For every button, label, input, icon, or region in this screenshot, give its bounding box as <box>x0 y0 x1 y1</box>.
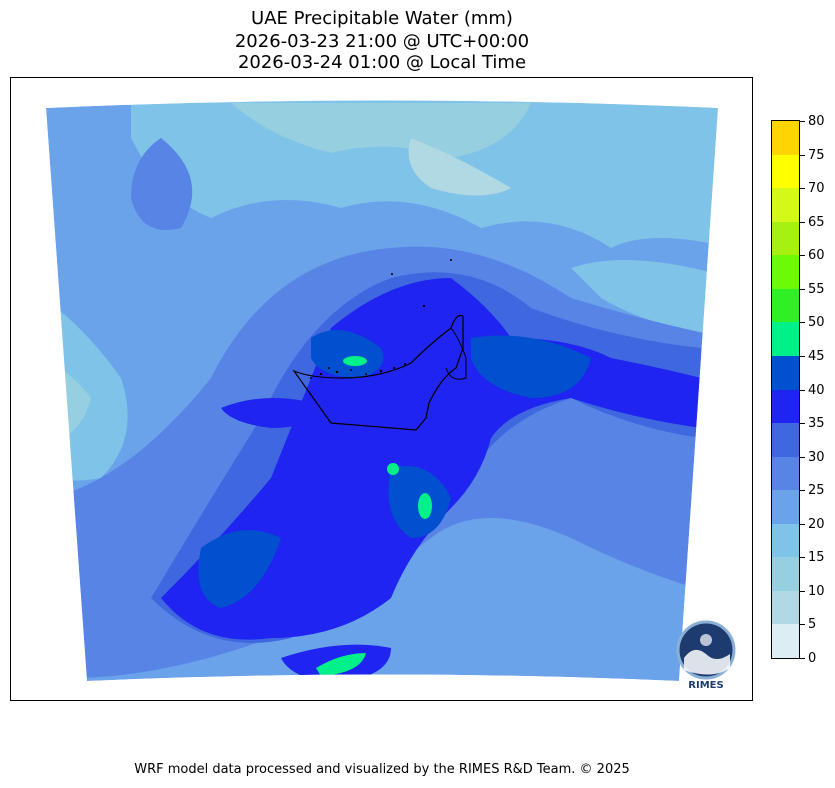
uae-coastline-east <box>445 327 467 380</box>
colorbar-tick <box>800 121 805 122</box>
colorbar-segment <box>772 121 799 155</box>
contour-field <box>46 100 718 681</box>
colorbar-tick <box>800 523 805 525</box>
colorbar-segment <box>772 221 799 256</box>
map-frame <box>10 77 753 701</box>
field-10-15-north <box>231 103 531 158</box>
colorbar-segment <box>772 288 799 323</box>
field-45-50-south <box>316 653 366 676</box>
map-title: UAE Precipitable Water (mm) <box>251 8 513 29</box>
colorbar-tick <box>800 221 805 223</box>
colorbar-segment <box>772 355 799 390</box>
field-25-30-north-patch <box>131 138 193 230</box>
colorbar-tick <box>800 624 805 626</box>
colorbar-segment <box>772 188 799 222</box>
colorbar-segment <box>772 557 799 591</box>
coastal-islands <box>310 259 452 379</box>
colorbar-tick-label: 5 <box>808 617 817 633</box>
colorbar-tick <box>800 490 805 492</box>
colorbar-tick-label: 40 <box>808 382 825 398</box>
colorbar-tick <box>800 322 805 324</box>
colorbar-tick-label: 70 <box>808 181 825 197</box>
colorbar-tick <box>800 154 805 156</box>
colorbar-tick-label: 45 <box>808 348 825 364</box>
field-40-45-a <box>311 330 384 378</box>
colorbar-tick <box>800 590 805 592</box>
colorbar-tick-label: 65 <box>808 214 825 230</box>
colorbar-tick-label: 30 <box>808 449 825 465</box>
colorbar-segment <box>772 255 799 289</box>
colorbar-segment <box>772 624 799 658</box>
colorbar-tick <box>800 255 805 257</box>
field-35-40-west-lobe <box>221 398 331 428</box>
colorbar-tick-label: 55 <box>808 281 825 297</box>
colorbar-tick <box>800 557 805 559</box>
colorbar-tick-label: 25 <box>808 483 825 499</box>
colorbar-segment <box>772 490 799 524</box>
colorbar-tick-label: 35 <box>808 416 825 432</box>
rimes-logo: RIMES <box>672 618 742 692</box>
colorbar-tick <box>800 658 805 659</box>
utc-time-subtitle: 2026-03-23 21:00 @ UTC+00:00 <box>234 31 530 52</box>
field-40-45-b <box>471 335 591 398</box>
field-45-50-spot-b <box>387 463 399 475</box>
colorbar-segment <box>772 456 799 491</box>
colorbar-tick <box>800 389 805 391</box>
field-45-50-spot-c <box>418 493 432 519</box>
colorbar-segment <box>772 590 799 625</box>
field-5-10-north <box>408 138 511 196</box>
uae-border <box>292 314 464 431</box>
colorbar-tick-label: 60 <box>808 248 825 264</box>
colorbar-tick-label: 80 <box>808 114 825 129</box>
colorbar-tick-label: 20 <box>808 516 825 532</box>
colorbar-tick <box>800 355 805 357</box>
colorbar-segment <box>772 154 799 189</box>
colorbar-tick-label: 0 <box>808 651 817 666</box>
colorbar-segment <box>772 423 799 457</box>
colorbar-tick <box>800 188 805 190</box>
colorbar-segment <box>772 322 799 356</box>
logo-text: RIMES <box>688 680 723 691</box>
field-15-20-east <box>571 260 718 338</box>
precipitable-water-map <box>11 78 752 700</box>
colorbar-tick-label: 15 <box>808 550 825 566</box>
colorbar-segment <box>772 523 799 558</box>
colorbar <box>771 120 800 659</box>
colorbar-tick-label: 50 <box>808 315 825 331</box>
colorbar-tick-label: 75 <box>808 147 825 163</box>
colorbar-tick <box>800 456 805 458</box>
colorbar-tick <box>800 288 805 290</box>
field-45-50-spot-a <box>343 356 367 366</box>
field-40-45-c <box>198 530 281 608</box>
footer-credit: WRF model data processed and visualized … <box>134 762 630 777</box>
colorbar-segment <box>772 389 799 424</box>
colorbar-tick <box>800 423 805 425</box>
local-time-subtitle: 2026-03-24 01:00 @ Local Time <box>237 52 527 73</box>
colorbar-tick-label: 10 <box>808 583 825 599</box>
